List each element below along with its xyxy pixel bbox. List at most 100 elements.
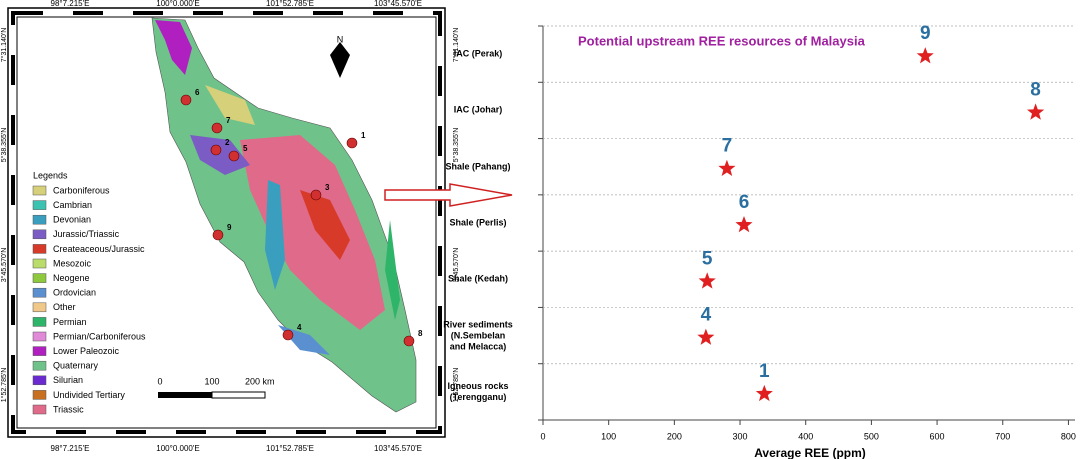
lon-label: 98°7.215'E	[51, 444, 90, 453]
x-tick-label: 700	[995, 431, 1010, 441]
star-marker	[1027, 103, 1045, 120]
north-arrow	[330, 42, 350, 78]
sample-point	[310, 189, 322, 201]
sample-label: 2	[225, 138, 230, 147]
y-tick-label: River sediments (N.Sembelan and Melacca)	[443, 319, 513, 352]
point-label: 5	[702, 248, 713, 269]
legend-swatch	[32, 185, 47, 196]
sample-label: 8	[418, 329, 423, 338]
legend-label: Lower Paleozoic	[53, 346, 120, 356]
sample-point	[346, 137, 358, 149]
sample-point	[211, 122, 223, 134]
legend-swatch	[32, 404, 47, 415]
y-tick-label: Shale (Perlis)	[449, 217, 507, 228]
scale-label: 100	[204, 376, 219, 386]
legend-label: Createaceous/Jurassic	[53, 244, 145, 254]
legend-swatch	[32, 360, 47, 371]
lon-label: 98°7.215'E	[51, 0, 90, 8]
legend-label: Carboniferous	[53, 185, 110, 195]
point-label: 8	[1030, 79, 1041, 100]
legend-swatch	[32, 346, 47, 356]
legend-label: Triassic	[53, 404, 84, 414]
legend-swatch	[32, 244, 47, 254]
legend-label: Permian	[53, 317, 87, 327]
sample-label: 7	[226, 116, 231, 125]
x-axis-label: Average REE (ppm)	[754, 446, 866, 459]
lat-label: 5°38.355'N	[0, 128, 8, 163]
x-tick-label: 600	[930, 431, 945, 441]
legend-swatch	[32, 390, 47, 400]
point-label: 1	[759, 361, 770, 382]
star-marker	[698, 272, 716, 289]
legend-swatch	[32, 302, 47, 313]
geology-patch	[265, 180, 285, 290]
legend-label: Cambrian	[53, 200, 92, 210]
lat-label: 1°52.785'N	[0, 368, 8, 403]
legend-swatch	[32, 287, 47, 298]
scale-bar	[158, 392, 212, 398]
legend-label: Ordovician	[53, 288, 96, 298]
legend-label: Undivided Tertiary	[53, 390, 125, 400]
sample-point	[210, 144, 222, 156]
y-tick-label: Shale (Pahang)	[445, 161, 511, 172]
point-label: 4	[701, 305, 712, 326]
legend-swatch	[32, 258, 47, 269]
lon-label: 103°45.570'E	[374, 444, 422, 453]
x-tick-label: 200	[667, 431, 682, 441]
scale-bar	[211, 391, 266, 399]
geology-patch	[190, 135, 250, 175]
legend-title: Legends	[33, 170, 68, 180]
x-tick-label: 800	[1061, 431, 1076, 441]
legend-swatch	[32, 200, 47, 210]
lat-label: 1°52.785'N	[452, 368, 460, 403]
legend-swatch	[32, 273, 47, 283]
star-marker	[718, 159, 736, 176]
legend-label: Other	[53, 302, 76, 312]
sample-label: 4	[297, 323, 302, 332]
point-label: 6	[739, 192, 750, 213]
scale-label: 200 km	[245, 376, 275, 386]
sample-point	[403, 335, 415, 347]
lat-label: 5°38.355'N	[452, 128, 460, 163]
legend-label: Silurian	[53, 375, 83, 385]
star-marker	[755, 384, 773, 402]
lon-label: 100°0.000'E	[156, 444, 199, 453]
lat-label: 3°45.570'N	[0, 248, 8, 283]
geology-patch	[300, 190, 350, 260]
sample-label: 6	[195, 88, 200, 97]
lon-label: 100°0.000'E	[156, 0, 199, 8]
star-marker	[697, 328, 715, 345]
legend-swatch	[32, 214, 47, 225]
legend-label: Quaternary	[53, 361, 99, 371]
y-tick-label: IAC (Perak)	[453, 48, 503, 59]
sample-point	[212, 229, 224, 241]
legend-swatch	[32, 375, 47, 386]
geology-patch	[155, 20, 192, 75]
north-label: N	[337, 34, 344, 44]
sample-label: 9	[227, 223, 232, 232]
lat-label: 7°31.140'N	[452, 28, 460, 63]
arrow	[384, 183, 513, 207]
chart-title: Potential upstream REE resources of Mala…	[578, 33, 866, 48]
sample-point	[282, 329, 294, 341]
lon-label: 103°45.570'E	[374, 0, 422, 8]
x-tick-label: 300	[733, 431, 748, 441]
sample-label: 1	[361, 131, 366, 140]
point-label: 7	[722, 136, 733, 157]
y-tick-label: Shale (Kedah)	[447, 273, 508, 284]
legend-label: Mesozoic	[53, 258, 92, 268]
point-label: 9	[920, 23, 931, 44]
lon-label: 101°52.785'E	[266, 444, 314, 453]
legend-swatch	[32, 229, 47, 240]
legend-label: Devonian	[53, 215, 91, 225]
y-tick-label: IAC (Johar)	[453, 104, 503, 115]
scale-label: 0	[157, 376, 162, 386]
geology-patch	[205, 85, 255, 125]
geology-patch	[385, 220, 400, 320]
star-marker	[916, 47, 934, 64]
x-tick-label: 500	[864, 431, 879, 441]
legend-swatch	[32, 331, 47, 342]
star-marker	[735, 216, 753, 233]
x-tick-label: 400	[798, 431, 813, 441]
